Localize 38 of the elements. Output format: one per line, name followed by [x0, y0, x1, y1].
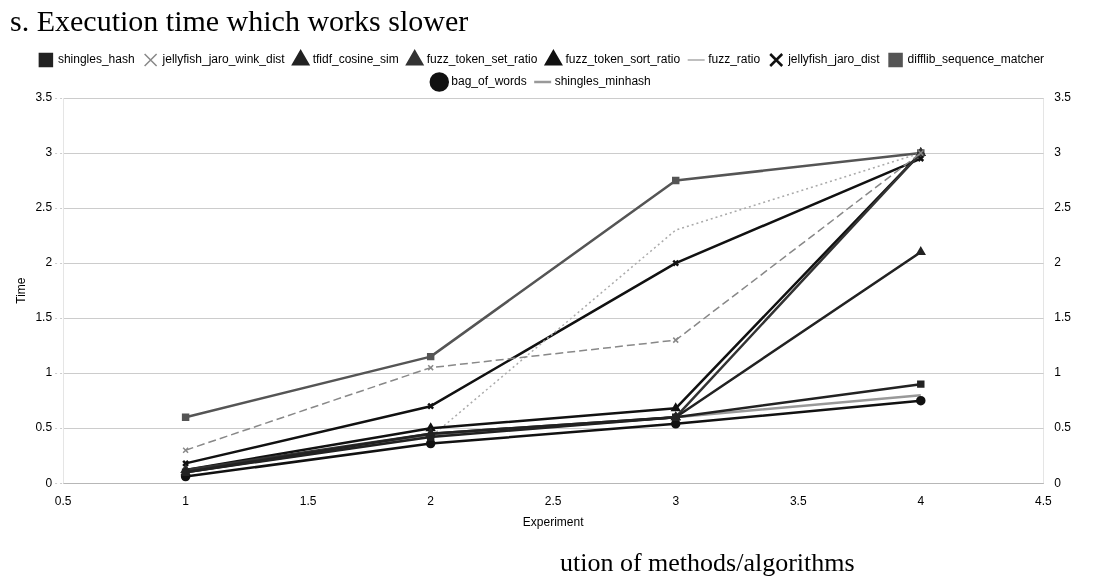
legend-label: fuzz_token_sort_ratio: [565, 52, 681, 67]
y-axis-title: Time: [13, 277, 28, 304]
y2-tick-label: 3.5: [1054, 90, 1072, 105]
y2-tick-label: 0.5: [1054, 420, 1072, 435]
x-tick-label: 1.5: [299, 493, 317, 508]
y-tick-label: 1: [45, 365, 53, 380]
x-tick-label: 3.5: [789, 493, 807, 508]
legend-label: jellyfish_jaro_dist: [787, 52, 881, 67]
legend-label: tfidf_cosine_sim: [312, 52, 399, 67]
y2-tick-label: 0: [1054, 475, 1062, 490]
y2-tick-label: 3: [1054, 145, 1062, 160]
legend-label: fuzz_token_set_ratio: [426, 52, 538, 67]
y2-tick-label: 1: [1054, 365, 1062, 380]
chart-title: s. Execution time which works slower: [10, 4, 469, 38]
x-tick-label: 4.5: [1034, 493, 1052, 508]
legend-label: jellyfish_jaro_wink_dist: [161, 52, 286, 67]
text: ution of methods/algorithms: [560, 548, 855, 578]
y-tick-label: 2: [45, 255, 53, 270]
y-tick-label: 3.5: [35, 90, 53, 105]
x-tick-label: 1: [182, 493, 190, 508]
legend-label: shingles_hash: [57, 52, 135, 67]
legend-label: shingles_minhash: [554, 74, 651, 89]
y-tick-label: 1.5: [35, 310, 53, 325]
y2-tick-label: 2: [1054, 255, 1062, 270]
y-tick-label: 2.5: [35, 200, 53, 215]
legend-label: fuzz_ratio: [708, 52, 761, 67]
x-tick-label: 3: [672, 493, 680, 508]
x-tick-label: 2: [427, 493, 435, 508]
legend-label: bag_of_words: [451, 74, 527, 89]
y-tick-label: 3: [45, 145, 53, 160]
y-tick-label: 0.5: [35, 420, 53, 435]
x-tick-label: 2.5: [544, 493, 562, 508]
legend-label: difflib_sequence_matcher: [907, 52, 1045, 67]
x-axis-title: Experiment: [522, 515, 585, 530]
y2-tick-label: 1.5: [1054, 310, 1072, 325]
y2-tick-label: 2.5: [1054, 200, 1072, 215]
x-tick-label: 4: [917, 493, 925, 508]
y-tick-label: 0: [45, 475, 53, 490]
